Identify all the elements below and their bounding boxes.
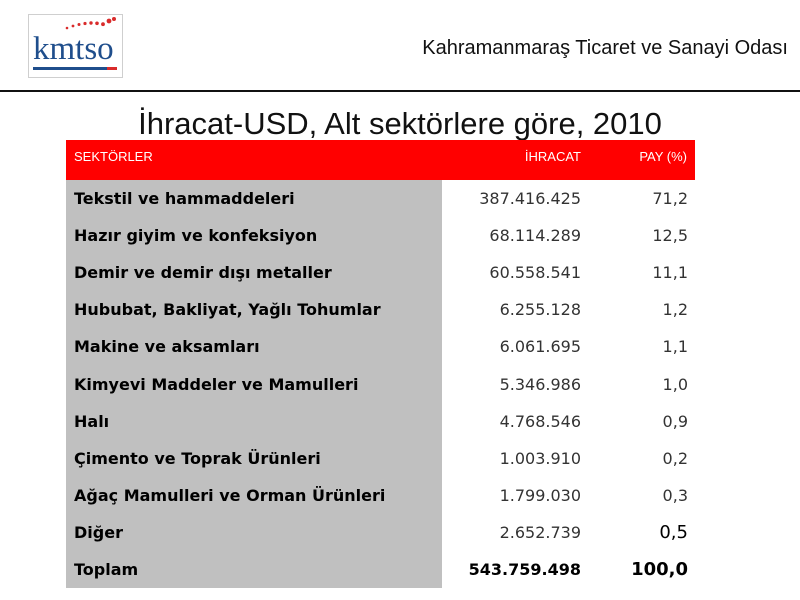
header-share: PAY (%) <box>639 149 687 164</box>
total-export-cell: 543.759.498 <box>468 559 581 579</box>
header-export: İHRACAT <box>524 149 581 164</box>
sector-cell: Makine ve aksamları <box>66 328 442 366</box>
table-row: Çimento ve Toprak Ürünleri 1.003.910 0,2 <box>66 439 695 477</box>
share-cell: 1,1 <box>662 337 688 357</box>
slide-header: kmtso Kahramanmaraş Ticaret ve Sanayi Od… <box>0 0 800 92</box>
sector-cell: Kimyevi Maddeler ve Mamulleri <box>66 365 442 403</box>
export-cell: 4.768.546 <box>499 411 581 431</box>
share-cell: 0,5 <box>659 521 688 543</box>
table-row: Hazır giyim ve konfeksiyon 68.114.289 12… <box>66 217 695 255</box>
share-cell: 71,2 <box>652 189 688 209</box>
table-row: Halı 4.768.546 0,9 <box>66 402 695 440</box>
export-cell: 6.061.695 <box>499 337 581 357</box>
table-row: Diğer 2.652.739 0,5 <box>66 513 695 551</box>
table-row: Demir ve demir dışı metaller 60.558.541 … <box>66 254 695 292</box>
share-cell: 0,2 <box>662 448 688 468</box>
export-cell: 68.114.289 <box>489 226 581 246</box>
export-cell: 387.416.425 <box>479 189 581 209</box>
kmtso-logo: kmtso <box>28 14 123 78</box>
table-header-row: SEKTÖRLER İHRACAT PAY (%) <box>66 140 695 180</box>
export-table: SEKTÖRLER İHRACAT PAY (%) Tekstil ve ham… <box>66 140 695 589</box>
export-cell: 6.255.128 <box>499 300 581 320</box>
table-total-row: Toplam 543.759.498 100,0 <box>66 550 695 589</box>
table-row: Hububat, Bakliyat, Yağlı Tohumlar 6.255.… <box>66 291 695 329</box>
sector-cell: Halı <box>66 402 442 440</box>
share-cell: 0,9 <box>662 411 688 431</box>
table-row: Ağaç Mamulleri ve Orman Ürünleri 1.799.0… <box>66 476 695 514</box>
share-cell: 12,5 <box>652 226 688 246</box>
export-cell: 1.799.030 <box>499 485 581 505</box>
header-sectors: SEKTÖRLER <box>74 149 153 164</box>
sector-cell: Diğer <box>66 513 442 551</box>
sector-cell: Demir ve demir dışı metaller <box>66 254 442 292</box>
table-row: Tekstil ve hammaddeleri 387.416.425 71,2 <box>66 180 695 218</box>
share-cell: 0,3 <box>662 485 688 505</box>
export-cell: 2.652.739 <box>499 522 581 542</box>
table-row: Kimyevi Maddeler ve Mamulleri 5.346.986 … <box>66 365 695 403</box>
export-cell: 1.003.910 <box>499 448 581 468</box>
logo-wordmark: kmtso <box>33 31 114 67</box>
share-cell: 1,2 <box>662 300 688 320</box>
organization-name: Kahramanmaraş Ticaret ve Sanayi Odası <box>422 37 788 59</box>
share-cell: 11,1 <box>652 263 688 283</box>
total-label-cell: Toplam <box>66 550 442 589</box>
sector-cell: Ağaç Mamulleri ve Orman Ürünleri <box>66 476 442 514</box>
sector-cell: Hazır giyim ve konfeksiyon <box>66 217 442 255</box>
sector-cell: Tekstil ve hammaddeleri <box>66 180 442 218</box>
sector-cell: Çimento ve Toprak Ürünleri <box>66 439 442 477</box>
total-share-cell: 100,0 <box>631 558 688 580</box>
sector-cell: Hububat, Bakliyat, Yağlı Tohumlar <box>66 291 442 329</box>
export-cell: 5.346.986 <box>499 374 581 394</box>
table-row: Makine ve aksamları 6.061.695 1,1 <box>66 328 695 366</box>
export-cell: 60.558.541 <box>489 263 581 283</box>
share-cell: 1,0 <box>662 374 688 394</box>
page-title: İhracat-USD, Alt sektörlere göre, 2010 <box>138 106 662 141</box>
